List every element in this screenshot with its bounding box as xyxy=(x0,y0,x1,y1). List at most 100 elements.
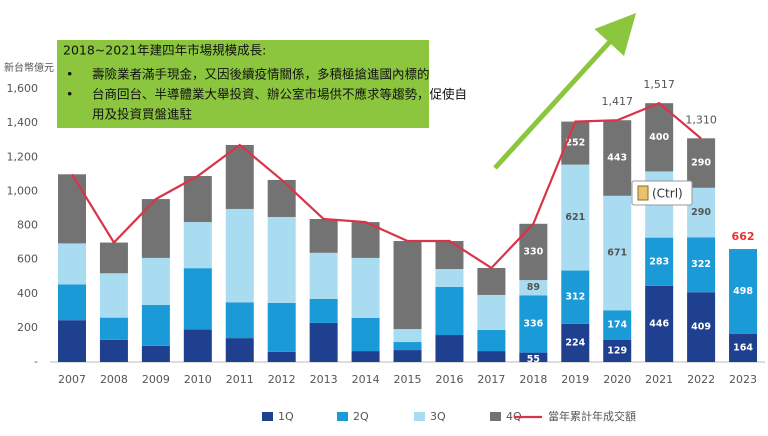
bar-segment xyxy=(309,322,338,362)
bar-segment xyxy=(561,323,590,362)
bar-segment xyxy=(351,257,380,318)
bar-segment xyxy=(477,351,506,362)
data-label: 164 xyxy=(733,343,753,354)
x-tick-label: 2017 xyxy=(477,373,505,386)
legend-label: 當年累計年成交額 xyxy=(548,409,636,423)
y-tick-label: 1,600 xyxy=(7,82,39,95)
line-label: 1,517 xyxy=(643,78,675,91)
legend-label: 4Q xyxy=(506,410,522,423)
bar-segment xyxy=(141,257,170,305)
bar-segment xyxy=(477,267,506,295)
bar-segment xyxy=(58,284,86,321)
bar-segment xyxy=(183,329,212,362)
bar-segment xyxy=(225,144,254,209)
bar-segment xyxy=(687,138,716,188)
bar-segment xyxy=(309,298,338,323)
bar-segment xyxy=(603,195,632,311)
x-tick-label: 2012 xyxy=(268,373,296,386)
bar-segment xyxy=(267,216,296,303)
total-label: 662 xyxy=(732,230,755,243)
trend-arrow xyxy=(493,12,637,170)
legend-label: 1Q xyxy=(278,410,294,423)
line-label: 1,310 xyxy=(685,113,717,126)
bar-segment xyxy=(58,243,86,285)
data-label: 322 xyxy=(691,259,711,270)
x-tick-label: 2014 xyxy=(352,373,380,386)
x-tick-label: 2023 xyxy=(729,373,757,386)
bar-segment xyxy=(435,335,464,362)
data-label: 498 xyxy=(733,286,753,297)
y-tick-label: - xyxy=(34,355,38,368)
data-label: 224 xyxy=(565,337,585,348)
legend-label: 2Q xyxy=(353,410,369,423)
bar-segment xyxy=(645,103,674,172)
bar-segment xyxy=(603,310,632,340)
y-tick-label: 200 xyxy=(17,321,38,334)
bar-segment xyxy=(141,345,170,362)
bar-segment xyxy=(393,241,422,330)
data-label: 89 xyxy=(527,282,540,293)
bar-segment xyxy=(519,280,548,296)
bar-segment xyxy=(645,237,674,286)
data-label: 312 xyxy=(565,292,585,303)
bar-segment xyxy=(603,120,632,196)
bar-segment xyxy=(99,339,128,362)
y-axis-label: 新台幣億元 xyxy=(4,61,54,74)
data-label: 290 xyxy=(691,158,711,169)
bar-segment xyxy=(58,174,86,244)
bar-segment xyxy=(351,222,380,258)
x-tick-label: 2015 xyxy=(394,373,422,386)
y-tick-label: 600 xyxy=(17,253,38,266)
bar-segment xyxy=(99,273,128,318)
data-label: 174 xyxy=(607,320,627,331)
line-label: 1,417 xyxy=(601,95,633,108)
bar-segment xyxy=(603,339,632,362)
bar-segment xyxy=(141,304,170,346)
data-label: 409 xyxy=(691,322,711,333)
x-tick-label: 2016 xyxy=(435,373,463,386)
x-tick-label: 2019 xyxy=(561,373,589,386)
legend-swatch xyxy=(337,412,348,421)
x-tick-label: 2010 xyxy=(184,373,212,386)
bar-segment xyxy=(309,252,338,299)
legend-swatch xyxy=(262,412,273,421)
bar-segment xyxy=(477,294,506,330)
x-tick-label: 2021 xyxy=(645,373,673,386)
bar-segment xyxy=(225,208,254,303)
bar-segment xyxy=(225,302,254,339)
bar-segment xyxy=(183,268,212,330)
data-label: 330 xyxy=(523,246,543,257)
data-label: 621 xyxy=(565,212,585,223)
data-label: 336 xyxy=(523,318,543,329)
bar-segment xyxy=(351,351,380,362)
bar-segment xyxy=(183,222,212,269)
bar-segment xyxy=(687,292,716,362)
bar-segment xyxy=(393,350,422,362)
x-tick-label: 2022 xyxy=(687,373,715,386)
legend-swatch xyxy=(414,412,425,421)
bar-segment xyxy=(99,242,128,274)
x-tick-label: 2020 xyxy=(603,373,631,386)
bar-segment xyxy=(183,176,212,223)
legend-swatch xyxy=(490,412,501,421)
bar-segment xyxy=(99,317,128,340)
bar-segment xyxy=(393,329,422,343)
x-tick-label: 2008 xyxy=(100,373,128,386)
y-tick-label: 400 xyxy=(17,287,38,300)
bar-segment xyxy=(309,219,338,253)
bar-segment xyxy=(687,237,716,293)
bar-segment xyxy=(561,164,590,271)
bar-segment xyxy=(435,269,464,287)
y-tick-label: 1,200 xyxy=(7,150,39,163)
bar-segment xyxy=(393,342,422,351)
bar-segment xyxy=(477,329,506,352)
bar-segment xyxy=(267,302,296,352)
callout-box xyxy=(57,40,429,128)
bullet-dot: • xyxy=(66,67,73,82)
bar-segment xyxy=(729,334,758,362)
bar-segment xyxy=(729,249,758,335)
line xyxy=(71,101,702,270)
x-tick-label: 2013 xyxy=(310,373,338,386)
bar-segment xyxy=(435,286,464,336)
